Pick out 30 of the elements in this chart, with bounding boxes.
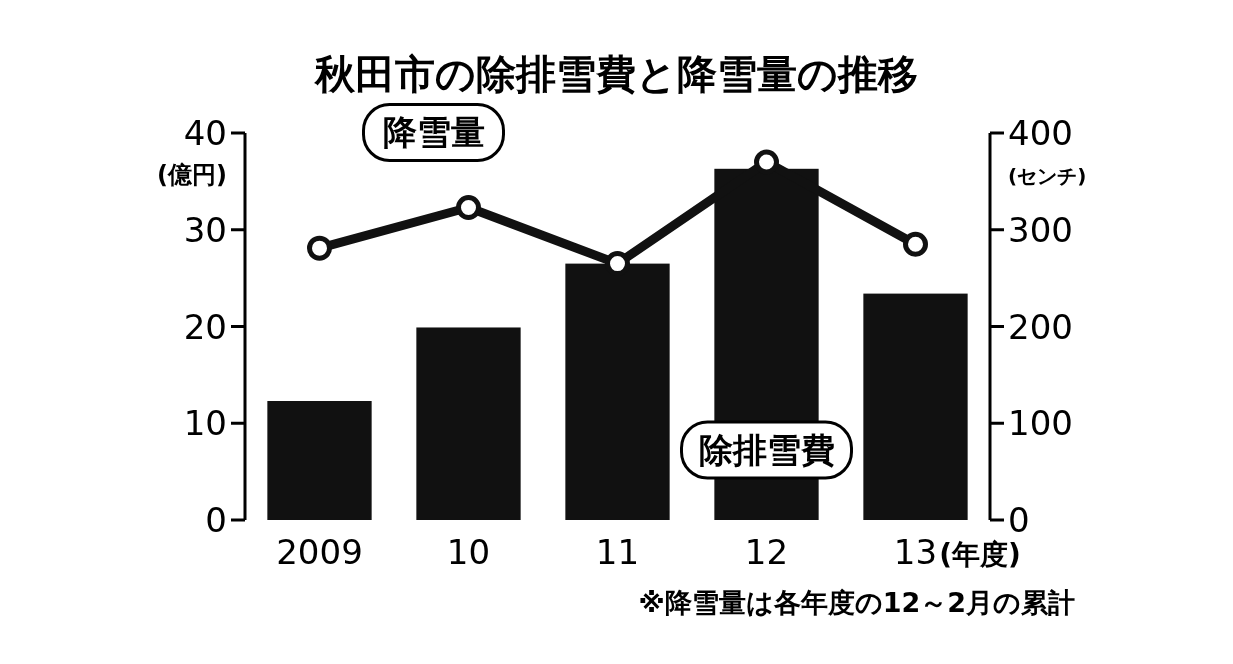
y-axis-title: (億円) [157,161,227,189]
y2-tick-label: 200 [1008,306,1073,347]
x-tick-label: 13 [893,532,938,572]
y2-tick-label: 100 [1008,403,1073,444]
y2-tick-label: 300 [1008,209,1073,250]
x-tick-label: 2009 [276,532,363,572]
label-callout: 降雪量 [362,103,505,162]
series-label: 除排雪費 [698,430,835,470]
bar [267,401,372,520]
chart-title: 秋田市の除排雪費と降雪量の推移 [313,51,918,97]
y-tick-label: 40 [183,113,227,153]
y-tick-label: 20 [183,306,227,347]
y2-tick-label: 0 [1008,500,1030,540]
x-axis-title: (年度) [939,538,1021,571]
y-tick-label: 10 [183,403,227,444]
bar [863,293,968,520]
series-label: 降雪量 [382,112,485,153]
x-tick-label: 11 [595,532,640,572]
point [903,231,928,257]
x-tick-label: 10 [446,532,491,572]
y2-tick-label: 400 [1008,113,1073,153]
label-callout: 除排雪費 [680,420,853,480]
y-tick-label: 0 [205,500,227,540]
bar [416,327,521,520]
point [307,235,332,261]
y2-axis-title: (センチ) [1008,164,1087,188]
text: ※降雪量は各年度の12～2月の累計 [638,587,1075,618]
y-tick-label: 30 [183,209,227,250]
point [456,195,481,220]
x-tick-label: 12 [744,532,789,572]
